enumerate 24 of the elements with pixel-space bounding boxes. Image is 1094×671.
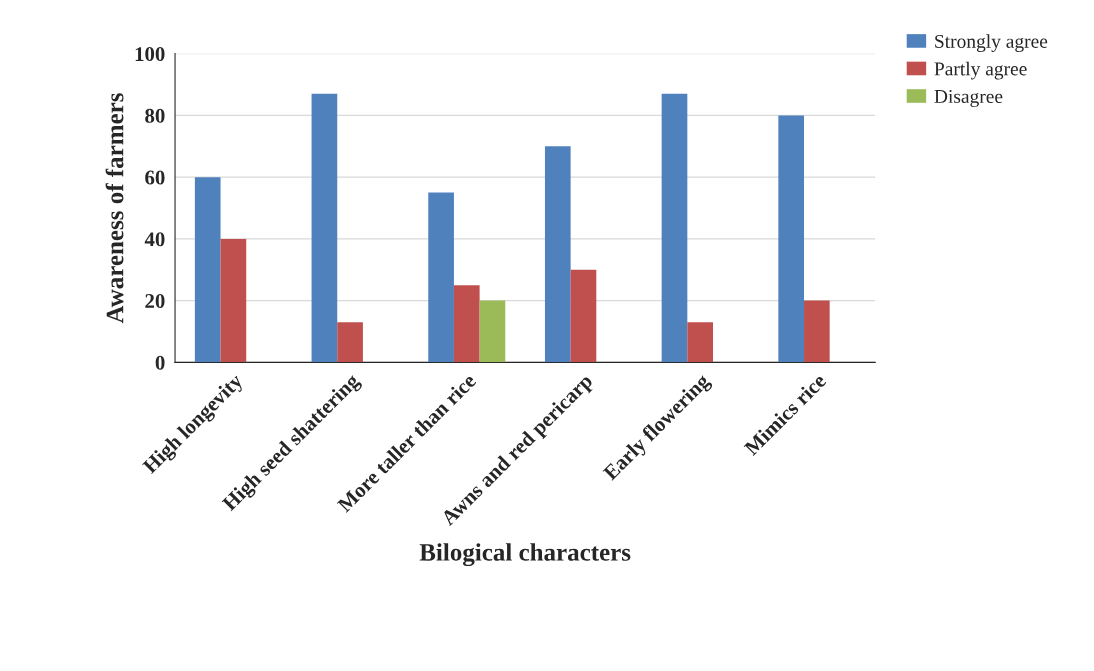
bar: [337, 322, 363, 363]
y-tick-label: 0: [155, 355, 165, 370]
y-tick-label: 40: [144, 232, 165, 247]
legend-label: Disagree: [934, 89, 1003, 108]
x-axis-title: Bilogical characters: [419, 543, 631, 567]
bar: [778, 115, 805, 363]
bar: [661, 93, 688, 363]
y-tick-label: 80: [145, 108, 165, 123]
y-axis-title: Awareness of farmers: [105, 93, 124, 324]
bar: [570, 269, 597, 363]
y-tick-label: 100: [135, 47, 165, 62]
bar: [479, 300, 506, 363]
bar: [453, 285, 480, 363]
bar: [194, 177, 221, 363]
bar: [428, 192, 454, 363]
legend-label: Partly agree: [934, 61, 1027, 80]
bar: [687, 322, 713, 363]
bar: [311, 93, 338, 363]
bar: [804, 300, 830, 363]
bar: [544, 146, 571, 363]
y-tick-label: 60: [145, 170, 165, 185]
legend-label: Strongly agree: [935, 34, 1048, 52]
y-tick-label: 20: [145, 293, 165, 309]
bar: [220, 238, 247, 363]
